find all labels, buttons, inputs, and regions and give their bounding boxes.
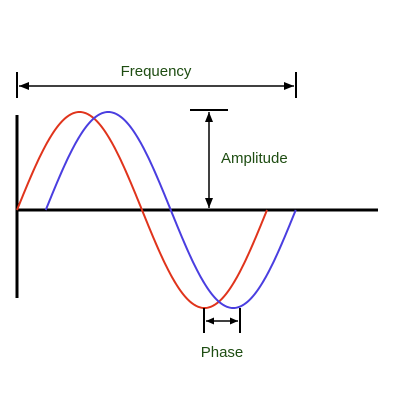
phase-label: Phase <box>201 344 244 361</box>
reference-sine-wave <box>16 110 268 310</box>
phase-shifted-sine-wave <box>44 110 297 310</box>
frequency-indicator <box>16 72 297 98</box>
amplitude-indicator <box>190 109 228 208</box>
phase-left-arrowhead <box>206 317 214 325</box>
amplitude-label: Amplitude <box>221 150 288 167</box>
phase-right-arrowhead <box>230 317 238 325</box>
frequency-label: Frequency <box>121 63 192 80</box>
phase-indicator <box>203 308 241 333</box>
amplitude-bottom-arrowhead <box>205 198 213 208</box>
frequency-left-arrowhead <box>19 82 29 90</box>
frequency-right-arrowhead <box>284 82 294 90</box>
amplitude-top-arrowhead <box>205 112 213 122</box>
